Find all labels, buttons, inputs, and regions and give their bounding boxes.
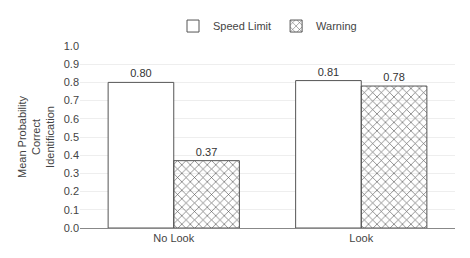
svg-text:0.9: 0.9	[64, 58, 79, 70]
svg-text:Speed Limit: Speed Limit	[213, 20, 271, 32]
svg-text:Look: Look	[349, 232, 373, 244]
svg-text:0.81: 0.81	[318, 66, 339, 78]
svg-text:Mean ProbabilityCorrectIdentif: Mean ProbabilityCorrectIdentification	[16, 96, 57, 178]
svg-text:0.5: 0.5	[64, 131, 79, 143]
svg-text:0.1: 0.1	[64, 204, 79, 216]
svg-text:0.4: 0.4	[64, 149, 79, 161]
svg-text:0.3: 0.3	[64, 167, 79, 179]
svg-text:0.78: 0.78	[383, 71, 404, 83]
svg-text:0.80: 0.80	[130, 67, 151, 79]
svg-text:0.0: 0.0	[64, 222, 79, 234]
svg-text:0.2: 0.2	[64, 185, 79, 197]
svg-text:No Look: No Look	[153, 232, 194, 244]
svg-text:Warning: Warning	[316, 20, 357, 32]
svg-text:0.8: 0.8	[64, 76, 79, 88]
svg-text:0.7: 0.7	[64, 94, 79, 106]
svg-text:0.6: 0.6	[64, 113, 79, 125]
svg-text:0.37: 0.37	[196, 146, 217, 158]
svg-text:1.0: 1.0	[64, 40, 79, 52]
